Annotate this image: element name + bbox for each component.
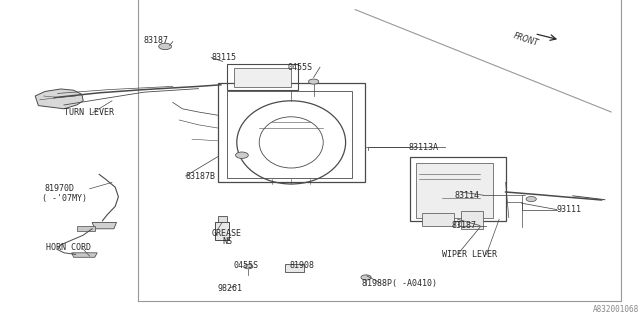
Text: 81988P( -A0410): 81988P( -A0410)	[362, 279, 436, 288]
Text: 0455S: 0455S	[288, 63, 313, 72]
Text: WIPER LEVER: WIPER LEVER	[442, 250, 497, 259]
Text: 83113A: 83113A	[408, 143, 438, 152]
Text: 83115: 83115	[211, 53, 236, 62]
Bar	[218, 216, 227, 222]
Text: A832001068: A832001068	[593, 305, 639, 314]
Bar	[416, 163, 493, 218]
Bar	[285, 264, 304, 272]
Polygon shape	[92, 222, 116, 229]
Circle shape	[361, 275, 371, 280]
Text: 93111: 93111	[557, 205, 582, 214]
Circle shape	[244, 264, 253, 269]
Text: GREASE: GREASE	[211, 229, 241, 238]
Bar	[227, 64, 298, 90]
Bar	[422, 213, 454, 226]
Text: ( -'07MY): ( -'07MY)	[42, 194, 86, 203]
Text: 81908: 81908	[289, 261, 314, 270]
Bar	[218, 83, 365, 182]
Bar	[227, 91, 352, 178]
Text: 83114: 83114	[454, 191, 479, 200]
Text: TURN LEVER: TURN LEVER	[64, 108, 114, 117]
Circle shape	[526, 196, 536, 202]
Bar	[461, 211, 483, 229]
Bar	[215, 222, 229, 240]
Bar	[410, 157, 506, 221]
Polygon shape	[72, 253, 97, 257]
Bar	[234, 68, 291, 87]
Circle shape	[159, 43, 172, 50]
Text: FRONT: FRONT	[512, 32, 540, 48]
Text: 81970D: 81970D	[45, 184, 75, 193]
Text: 83187: 83187	[451, 221, 476, 230]
Text: 98261: 98261	[218, 284, 243, 293]
Text: 83187B: 83187B	[186, 172, 216, 180]
Text: HORN CORD: HORN CORD	[46, 244, 91, 252]
Text: NS: NS	[223, 237, 233, 246]
Circle shape	[236, 152, 248, 158]
Text: 0455S: 0455S	[234, 261, 259, 270]
Polygon shape	[35, 89, 83, 109]
Text: 83187: 83187	[144, 36, 169, 44]
Circle shape	[308, 79, 319, 84]
Polygon shape	[77, 226, 95, 231]
